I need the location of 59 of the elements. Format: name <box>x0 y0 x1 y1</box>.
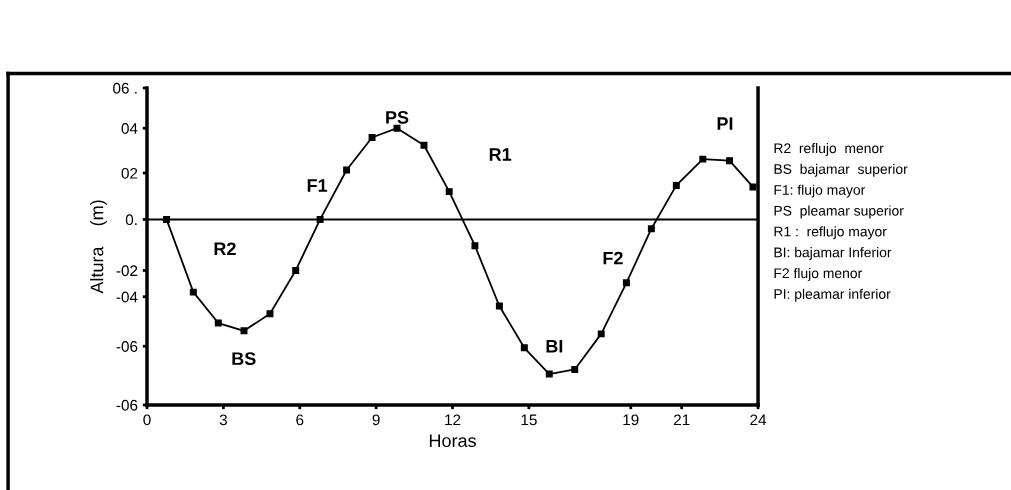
point <box>749 183 757 191</box>
text: 04 <box>121 123 138 134</box>
text: 06 . <box>113 82 137 94</box>
x-tick-label: 6 <box>296 414 304 426</box>
annotation: R1 <box>489 148 512 161</box>
x-tick-label: 15 <box>521 414 537 426</box>
text: -02 <box>116 265 138 277</box>
point <box>726 157 734 165</box>
text: F2 flujo menor <box>774 267 862 281</box>
x-tick-label: 21 <box>673 414 690 426</box>
point <box>343 166 351 174</box>
text: R1 : reflujo mayor <box>774 226 887 240</box>
x-tick-label: 9 <box>372 414 380 426</box>
text: R2 reflujo menor <box>774 142 884 156</box>
text: 0. <box>125 214 137 226</box>
annotation: BS <box>232 352 256 365</box>
point <box>292 266 300 274</box>
point <box>545 370 553 378</box>
x-tick-label: 24 <box>750 414 767 426</box>
point <box>393 124 401 132</box>
x-tick-label: 3 <box>219 414 227 426</box>
point <box>520 344 528 352</box>
point <box>420 141 428 149</box>
point <box>622 279 630 287</box>
x-tick-label: 19 <box>623 414 639 426</box>
x-tick-label: 12 <box>445 414 461 426</box>
point <box>368 134 376 141</box>
annotation: PI <box>717 117 733 130</box>
text: -06 <box>116 399 138 411</box>
point <box>495 302 503 310</box>
point <box>163 215 171 223</box>
text: -04 <box>116 291 138 303</box>
annotation: BI <box>546 340 563 353</box>
text: PS <box>386 110 409 124</box>
x-axis-title: Horas <box>429 434 476 448</box>
text: 02 <box>121 167 138 179</box>
point <box>240 327 248 335</box>
point <box>266 310 274 318</box>
point <box>647 225 655 233</box>
point <box>699 155 707 163</box>
text: F1: flujo mayor <box>774 184 866 198</box>
text: BS bajamar superior <box>774 163 908 177</box>
text: BI: bajamar Inferior <box>774 247 892 261</box>
annotation: F1 <box>307 179 328 192</box>
annotation: F2 <box>603 251 623 265</box>
point <box>597 330 605 338</box>
point <box>189 288 197 296</box>
y-axis-title: Altura (m) <box>90 200 107 294</box>
point <box>471 242 479 250</box>
x-tick-label: 0 <box>143 414 151 426</box>
point <box>316 215 324 223</box>
text: -06 <box>116 341 138 352</box>
text: PS pleamar superior <box>774 205 904 219</box>
point <box>571 365 579 373</box>
text: PI: pleamar inferior <box>774 288 891 302</box>
point <box>214 319 222 327</box>
point <box>672 181 680 189</box>
annotation: R2 <box>214 242 236 256</box>
point <box>445 188 453 196</box>
